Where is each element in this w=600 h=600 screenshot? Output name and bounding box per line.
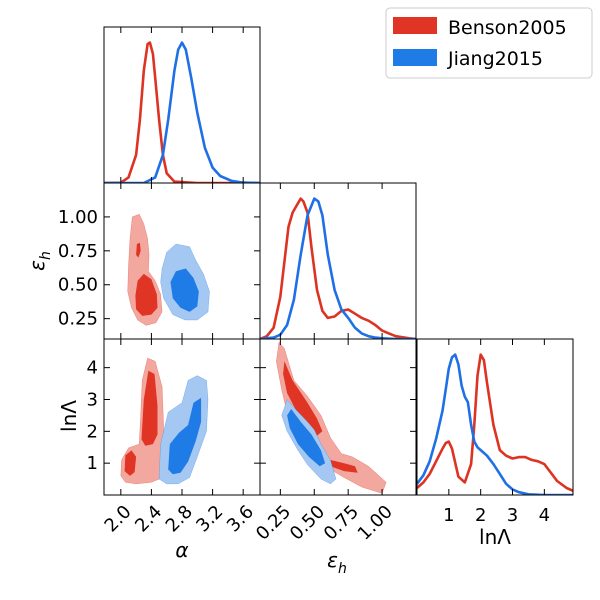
x-tick-label-lnlambda: 3 [507, 505, 518, 526]
y-tick-label-lnlambda: 3 [87, 389, 98, 410]
contour-inner-jiang2015-eps-lnlambda-1 [287, 409, 326, 467]
panel-eps-eps [259, 182, 417, 340]
marginal-line-jiang2015-eps [260, 197, 416, 339]
contour-inner-benson2005-alpha-eps-1 [135, 273, 158, 316]
y-axis-label-eps-symbol: ε [25, 260, 49, 271]
contour-inner-benson2005-alpha-eps-2 [136, 242, 141, 258]
legend: Benson2005 Jiang2015 [385, 7, 593, 79]
y-axis-label-eps-sub: h [38, 251, 54, 260]
marginal-line-jiang2015-alpha [104, 41, 260, 183]
contour-inner-jiang2015-alpha-lnlambda-1 [168, 397, 202, 475]
y-tick-label-eps: 1.00 [58, 207, 98, 228]
contour-inner-benson2005-alpha-lnlambda-1 [141, 370, 158, 446]
x-axis-label-alpha: α [175, 538, 188, 562]
y-tick-label-lnlambda: 2 [87, 421, 98, 442]
y-tick-label-lnlambda: 1 [87, 453, 98, 474]
x-tick-label-lnlambda: 2 [475, 505, 486, 526]
contour-inner-benson2005-eps-lnlambda-1 [283, 361, 323, 438]
marginal-line-jiang2015-lnlambda [417, 353, 573, 495]
legend-label-jiang2015: Jiang2015 [447, 48, 543, 70]
panel-frame [259, 338, 417, 496]
y-axis-label-eps: εh [25, 251, 54, 271]
y-axis-label-lnlambda: lnΛ [57, 400, 81, 432]
x-axis-label-lnlambda: lnΛ [479, 525, 511, 549]
legend-swatch-jiang2015 [393, 49, 437, 66]
x-tick-label-lnlambda: 4 [539, 505, 550, 526]
y-tick-label-eps: 0.50 [58, 275, 98, 296]
marginal-line-benson2005-alpha [104, 41, 260, 183]
legend-label-benson2005: Benson2005 [448, 17, 567, 39]
contour-inner-benson2005-eps-lnlambda-2 [330, 460, 358, 473]
x-axis-label-eps-symbol: ε [327, 548, 338, 572]
x-axis-label-eps: εh [327, 548, 347, 577]
panel-alpha-alpha [103, 26, 261, 184]
contour-inner-benson2005-alpha-lnlambda-2 [124, 450, 137, 476]
legend-swatch-benson2005 [393, 17, 437, 34]
y-tick-label-eps: 0.75 [58, 241, 98, 262]
contour-inner-jiang2015-alpha-eps-1 [170, 268, 199, 312]
legend-frame [385, 7, 593, 79]
x-tick-label-lnlambda: 1 [443, 505, 454, 526]
y-tick-label-lnlambda: 4 [87, 358, 98, 379]
marginal-line-benson2005-lnlambda [417, 353, 573, 492]
y-tick-label-eps: 0.25 [58, 309, 98, 330]
panel-frame [416, 338, 574, 496]
marginal-line-benson2005-eps [260, 197, 416, 339]
x-axis-label-eps-sub: h [338, 561, 347, 577]
